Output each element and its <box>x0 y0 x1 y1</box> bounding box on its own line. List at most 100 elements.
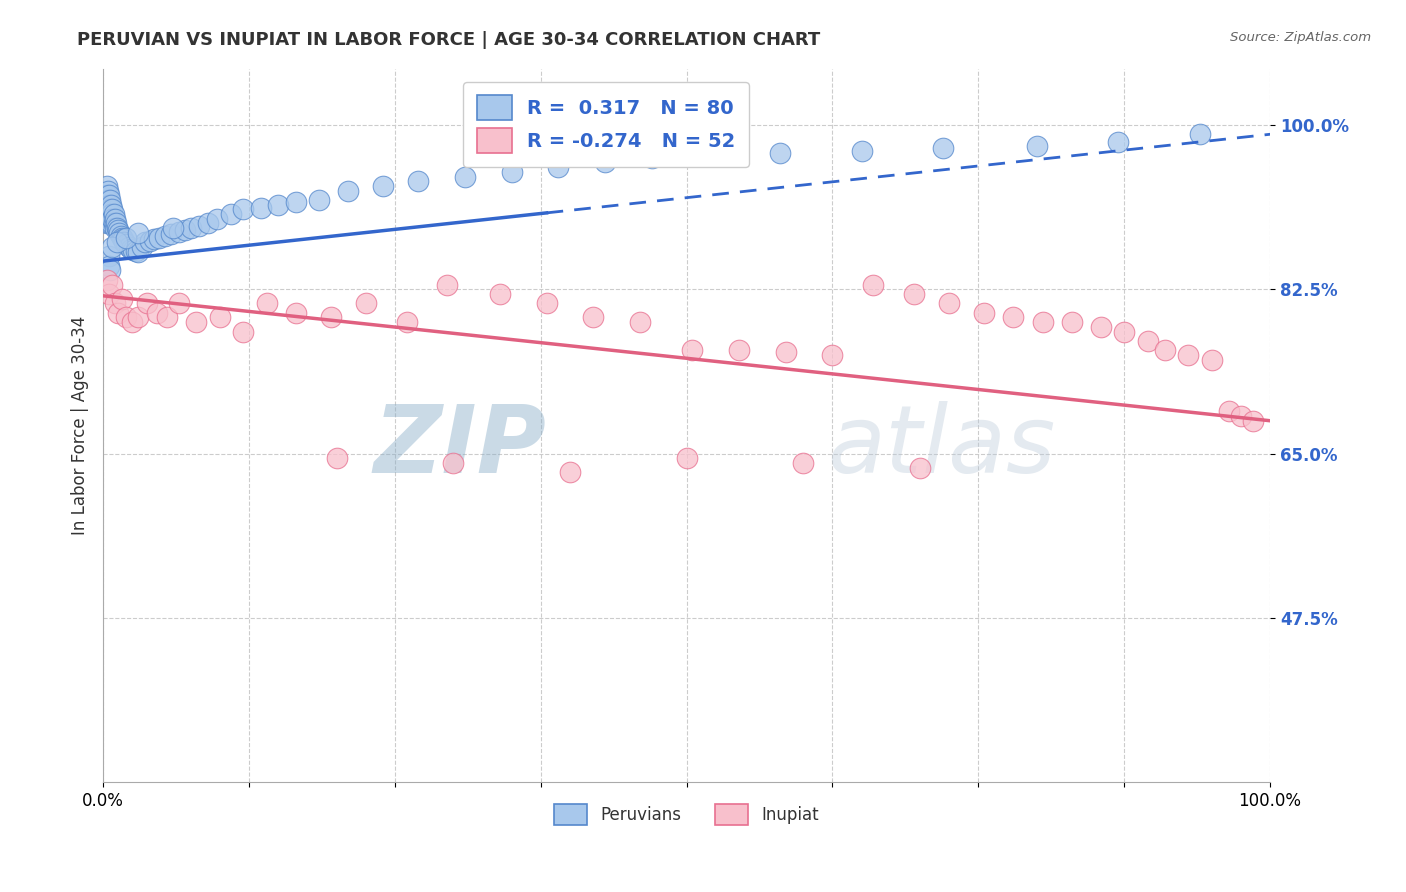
Point <box>769 146 792 161</box>
Point <box>395 315 418 329</box>
Point <box>699 148 721 162</box>
Point <box>454 169 477 184</box>
Point <box>96 188 118 202</box>
Point <box>98 211 121 226</box>
Point <box>249 201 271 215</box>
Point <box>1189 128 1212 142</box>
Point <box>256 296 278 310</box>
Point <box>640 151 662 165</box>
Point <box>105 235 128 250</box>
Point <box>101 202 124 217</box>
Point <box>97 207 120 221</box>
Point <box>337 184 360 198</box>
Point <box>111 232 134 246</box>
Point <box>156 310 179 325</box>
Y-axis label: In Labor Force | Age 30-34: In Labor Force | Age 30-34 <box>72 316 89 535</box>
Point <box>1107 135 1129 149</box>
Point <box>908 460 931 475</box>
Point <box>284 194 307 209</box>
Point <box>134 235 156 250</box>
Point <box>903 287 925 301</box>
Legend: Peruvians, Inupiat: Peruvians, Inupiat <box>544 795 830 835</box>
Point <box>103 217 125 231</box>
Point <box>582 310 605 325</box>
Point <box>1177 348 1199 362</box>
Point <box>1025 138 1047 153</box>
Point <box>97 259 120 273</box>
Text: ZIP: ZIP <box>374 401 547 493</box>
Point <box>675 451 697 466</box>
Point <box>1136 334 1159 348</box>
Text: Source: ZipAtlas.com: Source: ZipAtlas.com <box>1230 31 1371 45</box>
Point <box>108 226 131 240</box>
Point <box>167 225 190 239</box>
Point <box>101 240 124 254</box>
Point <box>100 217 122 231</box>
Point <box>284 306 307 320</box>
Point <box>232 325 254 339</box>
Point <box>441 456 464 470</box>
Point <box>118 240 141 254</box>
Point <box>146 306 169 320</box>
Point <box>115 230 138 244</box>
Point <box>98 263 121 277</box>
Point <box>112 235 135 250</box>
Point <box>98 202 121 217</box>
Point <box>319 310 342 325</box>
Point <box>862 277 884 292</box>
Point <box>197 217 219 231</box>
Point <box>111 230 134 244</box>
Point <box>153 228 176 243</box>
Point <box>1090 319 1112 334</box>
Point <box>96 273 118 287</box>
Point <box>1060 315 1083 329</box>
Point <box>115 310 138 325</box>
Point <box>148 230 170 244</box>
Point <box>115 237 138 252</box>
Point <box>110 228 132 243</box>
Point <box>97 217 120 231</box>
Point <box>1201 352 1223 367</box>
Point <box>167 296 190 310</box>
Point <box>100 197 122 211</box>
Point <box>821 348 844 362</box>
Point <box>373 178 395 193</box>
Point <box>127 310 149 325</box>
Point <box>97 184 120 198</box>
Point <box>173 223 195 237</box>
Point <box>98 193 121 207</box>
Point <box>207 211 229 226</box>
Point <box>100 207 122 221</box>
Point <box>127 226 149 240</box>
Point <box>101 211 124 226</box>
Point <box>180 221 202 235</box>
Point <box>136 296 159 310</box>
Point <box>1241 414 1264 428</box>
Point <box>96 197 118 211</box>
Point <box>105 221 128 235</box>
Point <box>628 315 651 329</box>
Point <box>122 243 145 257</box>
Point <box>325 451 347 466</box>
Point <box>97 287 120 301</box>
Point <box>125 244 148 258</box>
Point <box>932 141 955 155</box>
Point <box>1002 310 1025 325</box>
Point <box>1154 343 1177 358</box>
Point <box>162 221 184 235</box>
Point <box>104 211 127 226</box>
Point <box>308 193 330 207</box>
Point <box>1114 325 1136 339</box>
Point <box>107 223 129 237</box>
Point <box>851 144 873 158</box>
Point <box>728 343 751 358</box>
Point <box>267 197 290 211</box>
Point <box>139 235 162 249</box>
Point <box>97 193 120 207</box>
Point <box>406 174 429 188</box>
Point <box>1230 409 1253 423</box>
Point <box>97 188 120 202</box>
Point <box>547 160 569 174</box>
Point <box>131 240 153 254</box>
Point <box>1031 315 1053 329</box>
